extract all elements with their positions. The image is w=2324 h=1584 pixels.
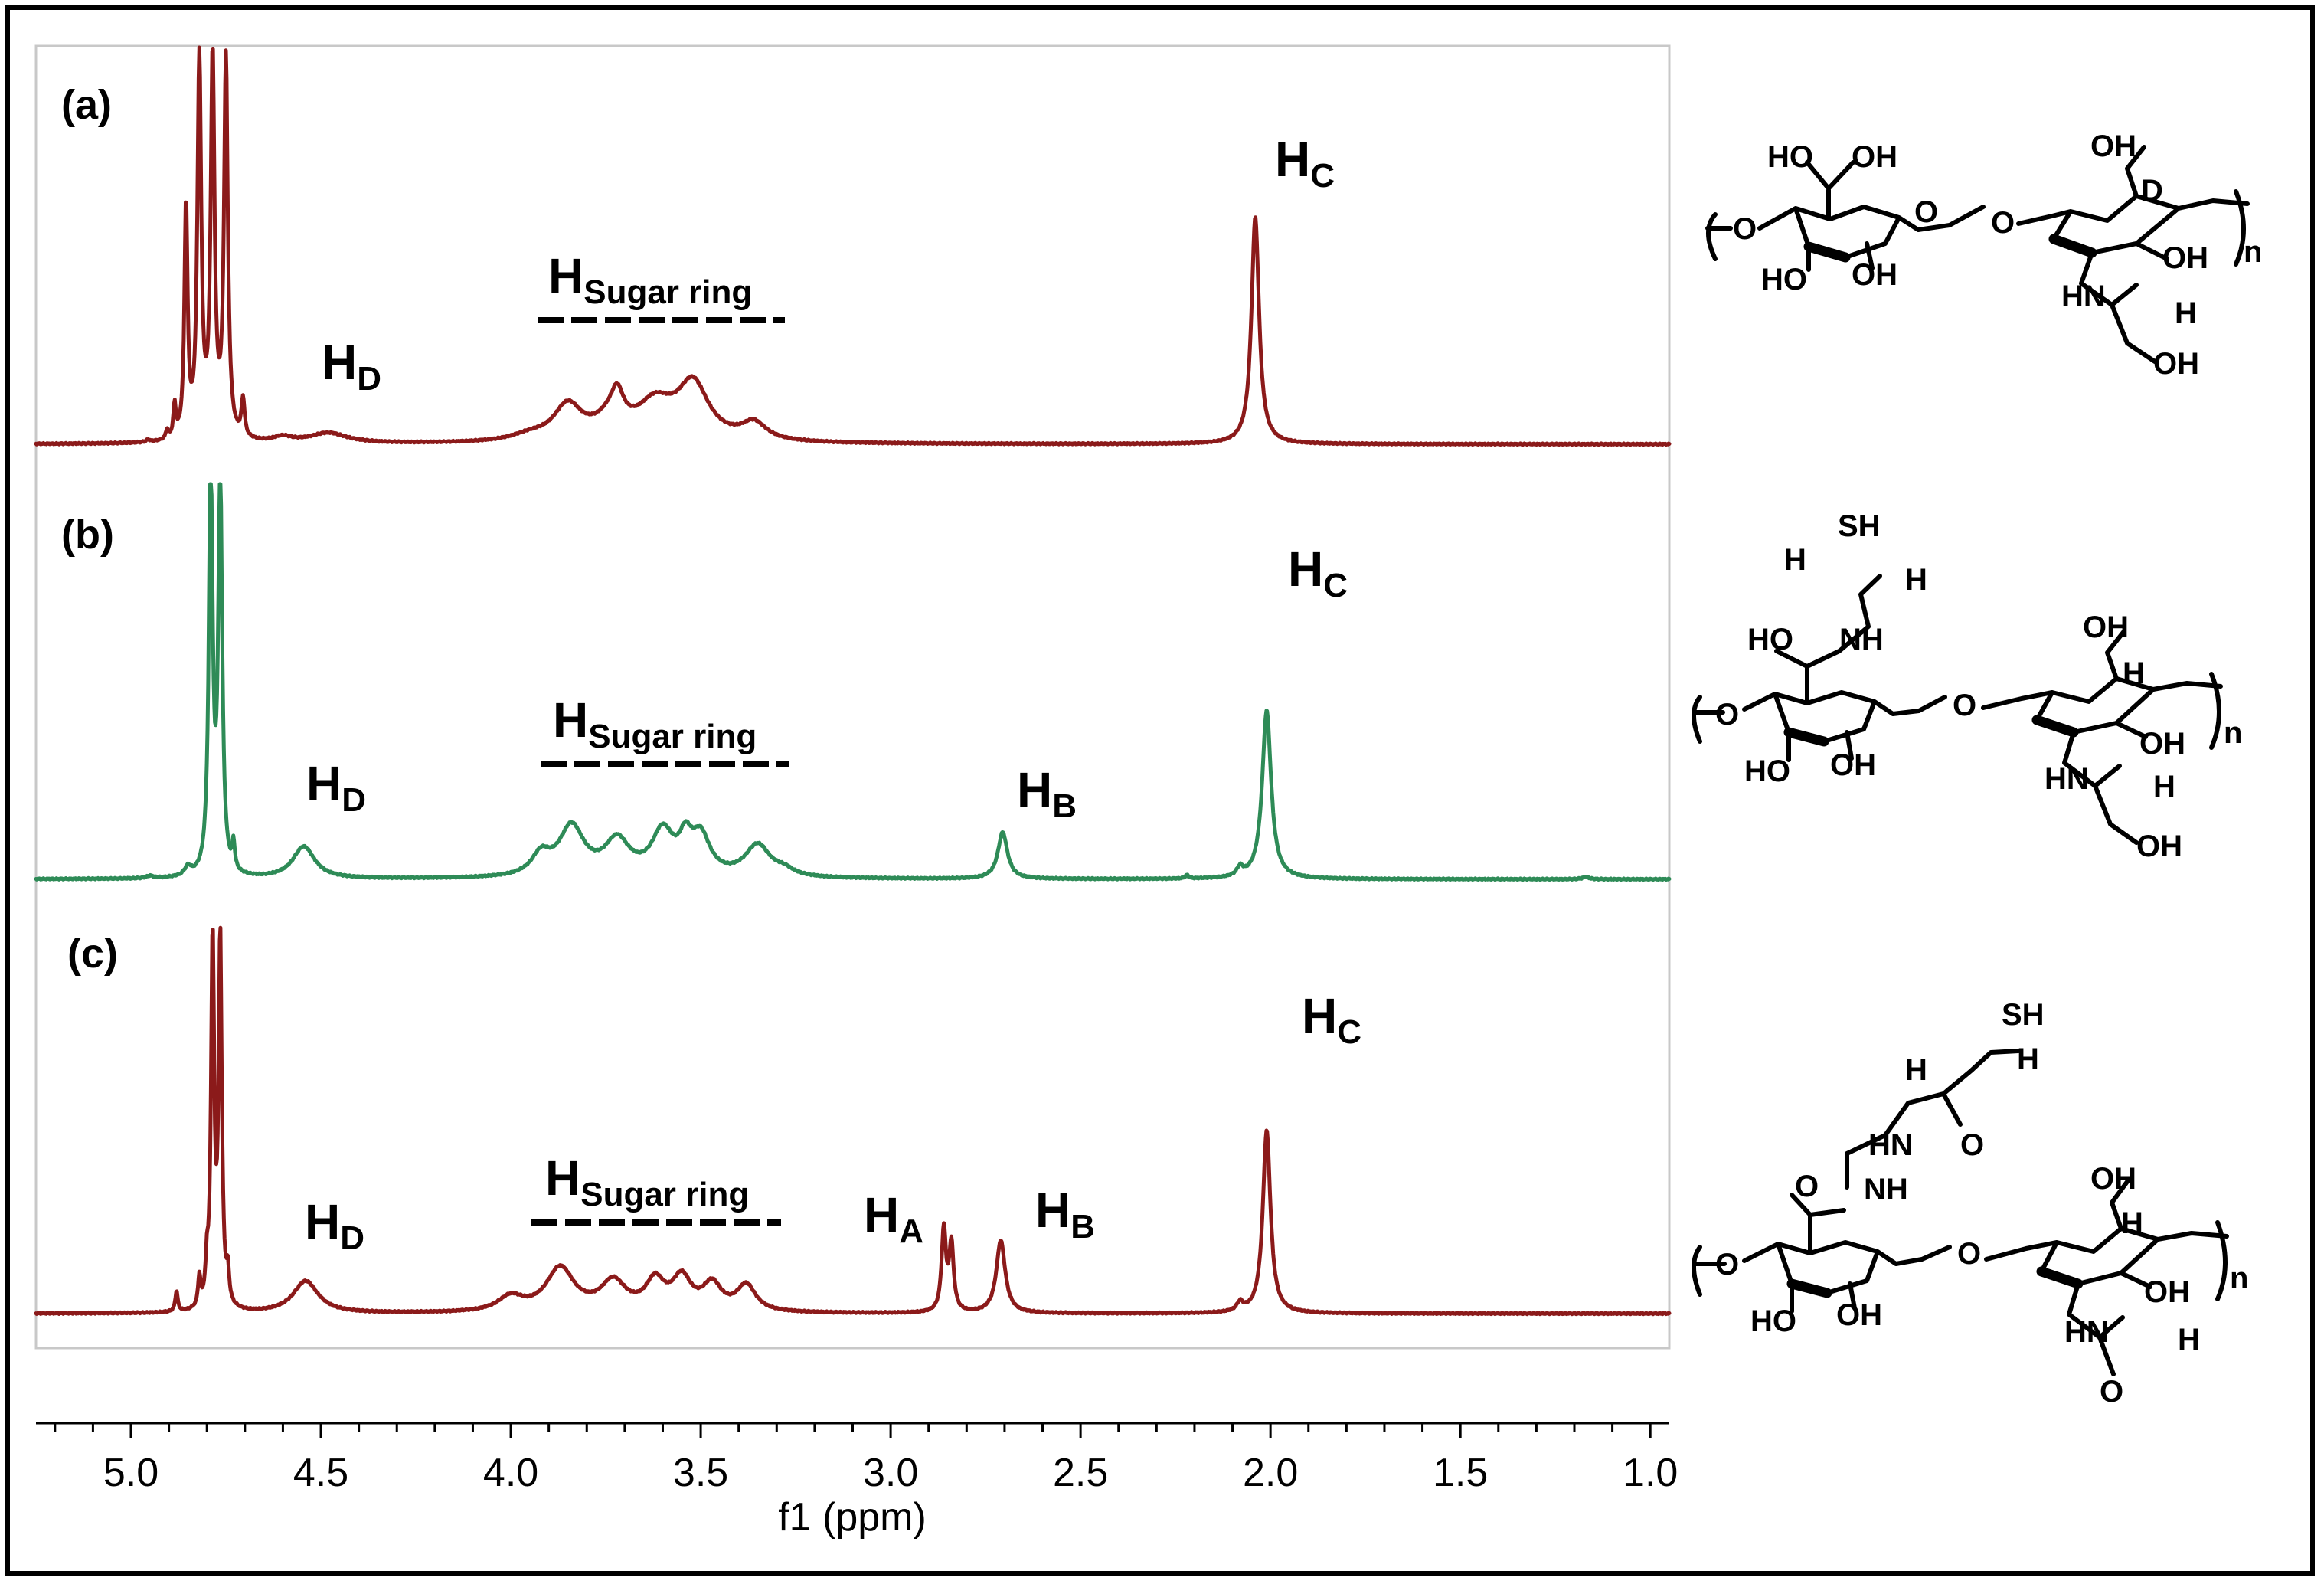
svg-text:NH: NH [1839,623,1884,656]
svg-text:O: O [1733,212,1757,246]
x-tick-label: 1.0 [1623,1451,1678,1495]
svg-text:O: O [1914,195,1938,229]
svg-text:OH: OH [1852,258,1897,292]
structure-a: HO OH OH O O D O HO OH OH n HN H OH [1705,129,2262,381]
svg-text:HN: HN [2064,1315,2109,1349]
peak-label-hc-a: HC [1275,132,1335,195]
panel-label-b: (b) [61,512,114,558]
svg-text:HN: HN [2045,762,2089,796]
panel-label-a: (a) [61,82,112,128]
peak-label-hc-c: HC [1302,988,1361,1051]
svg-text:H: H [2153,770,2175,803]
svg-text:OH: OH [1836,1298,1882,1332]
svg-text:SH: SH [2002,998,2045,1032]
svg-text:OH: OH [2144,1275,2190,1309]
x-tick-label: 1.5 [1433,1451,1488,1495]
spectrum-c-line [34,925,1672,1317]
svg-text:OH: OH [2162,241,2208,275]
svg-text:H: H [1905,563,1927,597]
peak-label-sugar-b: HSugar ring [553,692,757,755]
x-tick-label: 4.0 [483,1451,538,1495]
svg-text:H: H [2121,1206,2143,1240]
svg-text:HO: HO [1747,623,1793,656]
x-axis: 5.0 4.5 4.0 3.5 3.0 2.5 2.0 1.5 1.0 [36,1422,1678,1495]
svg-text:OH: OH [2083,610,2129,644]
x-tick-label: 4.5 [293,1451,348,1495]
plot-area [34,44,1671,1350]
svg-text:OH: OH [2136,830,2182,863]
panel-label-c: (c) [67,931,118,977]
peak-label-hd-b: HD [306,756,366,819]
svg-text:H: H [2123,656,2145,690]
svg-text:O: O [1953,689,1976,722]
svg-text:O: O [1795,1170,1819,1203]
svg-text:HN: HN [1868,1128,1913,1162]
svg-text:n: n [2224,716,2242,750]
structure-b: SH H H HO NH OH O O H HO OH OH n HN H OH [1692,509,2242,863]
x-tick-label: 5.0 [103,1451,159,1495]
svg-text:O: O [2100,1375,2123,1409]
svg-text:SH: SH [1838,509,1881,543]
x-tick-label: 2.0 [1243,1451,1298,1495]
svg-text:HO: HO [1767,140,1813,174]
spectra [34,45,1672,1317]
peak-label-hd-a: HD [322,335,381,398]
spectrum-b-line [34,482,1672,882]
svg-text:O: O [1715,1248,1739,1281]
svg-text:HO: HO [1750,1304,1796,1338]
x-tick-label: 3.0 [863,1451,918,1495]
svg-text:OH: OH [1830,748,1876,782]
svg-text:O: O [1715,698,1739,731]
x-axis-title: f1 (ppm) [778,1495,927,1540]
svg-text:n: n [2244,235,2262,269]
svg-text:H: H [1784,543,1806,577]
svg-text:HO: HO [1761,263,1807,296]
svg-text:O: O [1960,1128,1984,1162]
svg-text:H: H [1905,1053,1927,1087]
peak-label-hb-b: HB [1017,762,1077,825]
svg-text:NH: NH [1864,1173,1908,1206]
peak-label-ha-c: HA [864,1187,923,1250]
svg-text:O: O [1957,1237,1981,1271]
peak-label-sugar-a: HSugar ring [548,248,752,311]
svg-text:HO: HO [1744,754,1790,788]
spectrum-a-line [34,45,1672,447]
svg-text:H: H [2178,1323,2200,1357]
figure-frame [5,5,2315,1576]
x-tick-label: 3.5 [673,1451,728,1495]
svg-text:OH: OH [1852,140,1897,174]
peak-label-sugar-c: HSugar ring [545,1150,749,1213]
svg-text:OH: OH [2090,129,2136,163]
svg-text:n: n [2230,1262,2248,1295]
peak-label-hc-b: HC [1288,542,1348,604]
svg-text:OH: OH [2090,1162,2136,1196]
svg-text:HN: HN [2061,280,2106,313]
svg-text:OH: OH [2139,727,2185,761]
svg-text:H: H [2175,296,2197,330]
svg-text:D: D [2141,174,2163,208]
svg-text:OH: OH [2153,347,2199,381]
peak-label-hd-c: HD [305,1194,364,1257]
svg-text:H: H [2017,1042,2039,1076]
svg-text:O: O [1991,206,2015,240]
structure-c: SH H H HN O NH O OH O O H HO OH OH n HN … [1692,998,2248,1409]
x-tick-label: 2.5 [1053,1451,1108,1495]
peak-label-hb-c: HB [1035,1183,1095,1245]
